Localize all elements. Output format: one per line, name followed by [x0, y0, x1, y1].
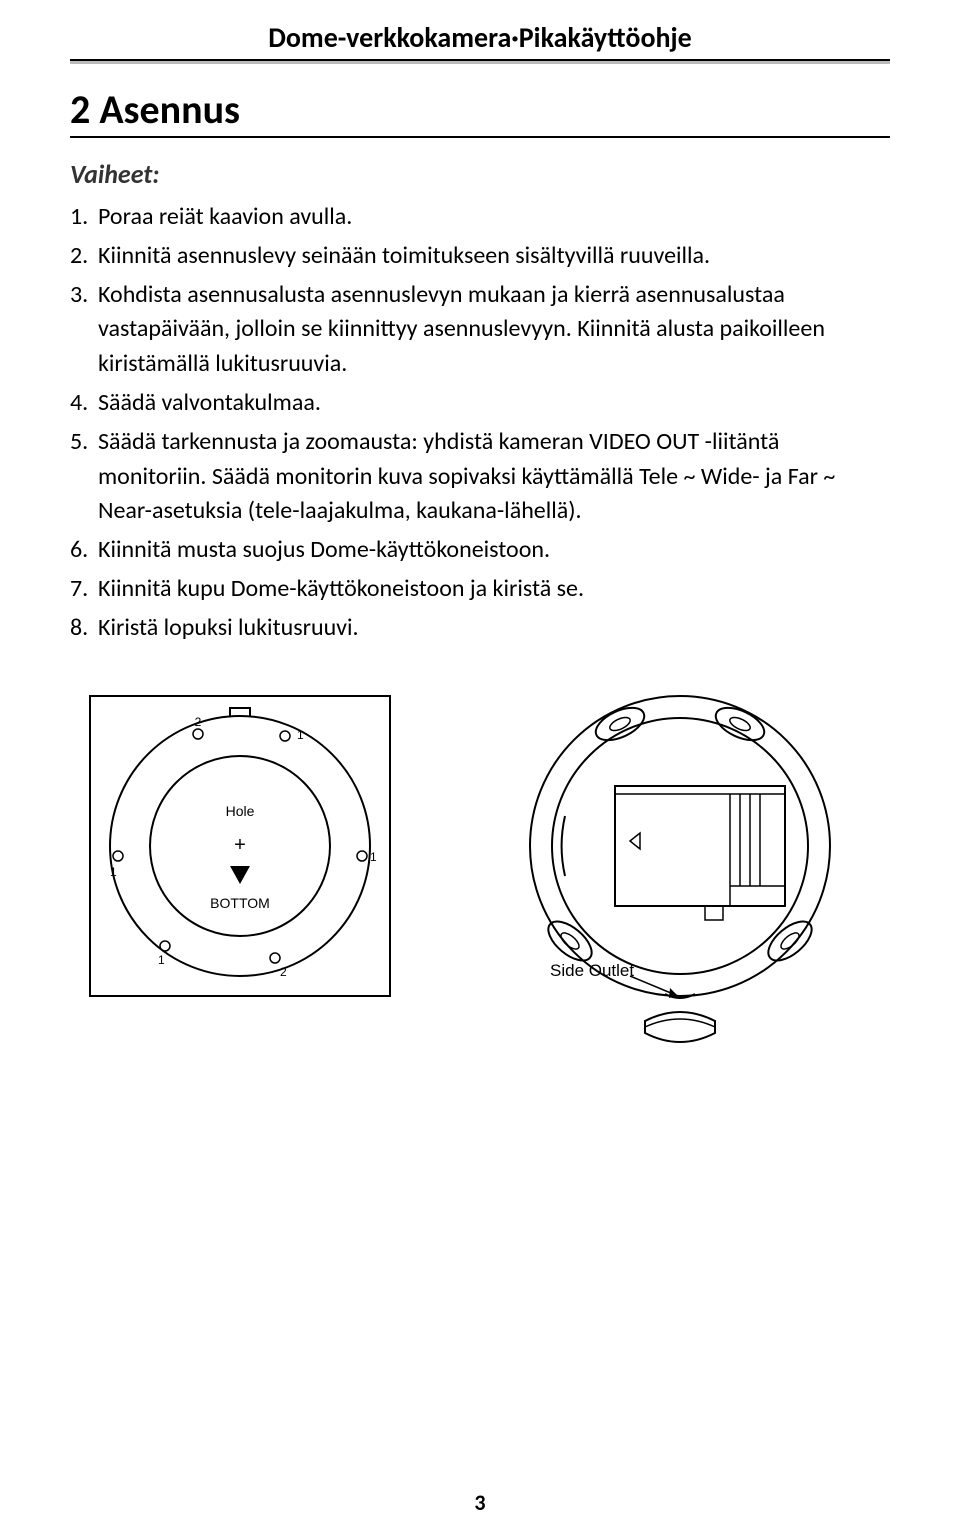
step-text: Kohdista asennusalusta asennuslevyn muka…	[98, 278, 890, 382]
section-title: 2 Asennus	[70, 85, 890, 138]
step-item: 3. Kohdista asennusalusta asennuslevyn m…	[70, 278, 890, 382]
step-item: 6. Kiinnitä musta suojus Dome-käyttökone…	[70, 533, 890, 568]
step-item: 4. Säädä valvontakulmaa.	[70, 386, 890, 421]
dome-base-diagram: Side Outlet	[480, 686, 880, 1046]
drill-template-diagram: 2 1 1 1 1 2 Hole + BOTTOM	[80, 686, 400, 1006]
mark-1: 1	[110, 865, 117, 879]
step-text: Kiristä lopuksi lukitusruuvi.	[98, 611, 890, 646]
step-item: 8. Kiristä lopuksi lukitusruuvi.	[70, 611, 890, 646]
mark-1: 1	[370, 850, 377, 864]
step-text: Säädä tarkennusta ja zoomausta: yhdistä …	[98, 425, 890, 529]
subheading-steps: Vaiheet:	[70, 158, 890, 190]
step-text: Kiinnitä asennuslevy seinään toimituksee…	[98, 239, 890, 274]
step-number: 5.	[70, 425, 98, 529]
step-number: 4.	[70, 386, 98, 421]
step-number: 6.	[70, 533, 98, 568]
triangle-down-icon	[230, 866, 250, 884]
side-outlet-label: Side Outlet	[550, 961, 634, 980]
mark-2: 2	[195, 715, 202, 729]
step-item: 2. Kiinnitä asennuslevy seinään toimituk…	[70, 239, 890, 274]
hole-label: Hole	[226, 803, 255, 819]
step-text: Poraa reiät kaavion avulla.	[98, 200, 890, 235]
page-header-title: Dome-verkkokamera·Pikakäyttöohje	[70, 20, 890, 61]
step-number: 8.	[70, 611, 98, 646]
plus-icon: +	[234, 834, 246, 856]
step-item: 1. Poraa reiät kaavion avulla.	[70, 200, 890, 235]
step-item: 7. Kiinnitä kupu Dome-käyttökoneistoon j…	[70, 572, 890, 607]
bottom-label: BOTTOM	[210, 895, 270, 911]
step-number: 1.	[70, 200, 98, 235]
step-item: 5. Säädä tarkennusta ja zoomausta: yhdis…	[70, 425, 890, 529]
step-number: 2.	[70, 239, 98, 274]
diagram-row: 2 1 1 1 1 2 Hole + BOTTOM	[70, 686, 890, 1046]
mark-2: 2	[280, 965, 287, 979]
step-text: Kiinnitä kupu Dome-käyttökoneistoon ja k…	[98, 572, 890, 607]
mark-1: 1	[297, 728, 304, 742]
mark-1: 1	[158, 953, 165, 967]
step-number: 3.	[70, 278, 98, 382]
steps-list: 1. Poraa reiät kaavion avulla. 2. Kiinni…	[70, 200, 890, 646]
step-text: Kiinnitä musta suojus Dome-käyttökoneist…	[98, 533, 890, 568]
step-text: Säädä valvontakulmaa.	[98, 386, 890, 421]
page-number: 3	[0, 1489, 960, 1516]
step-number: 7.	[70, 572, 98, 607]
